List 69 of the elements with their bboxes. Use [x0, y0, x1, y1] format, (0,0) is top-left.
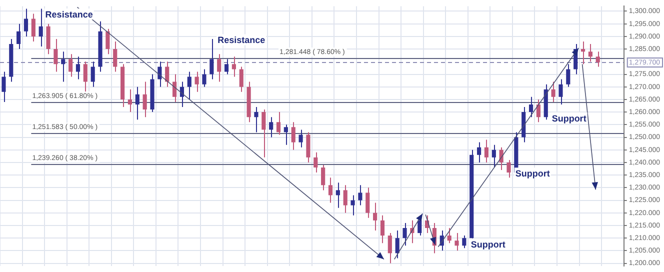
candlestick — [68, 54, 73, 78]
candlestick — [343, 184, 348, 214]
annotation: Support — [552, 113, 586, 124]
annotation: Support — [470, 239, 506, 250]
candlestick — [536, 98, 540, 123]
candlestick — [298, 129, 303, 148]
candlestick — [172, 74, 177, 102]
candlestick — [142, 81, 147, 118]
candlestick — [291, 122, 296, 150]
candlestick — [484, 139, 489, 163]
candlestick — [46, 23, 50, 55]
candlestick — [558, 78, 563, 105]
candlestick — [262, 109, 266, 158]
candlestick — [336, 182, 340, 208]
candlestick — [380, 214, 385, 244]
candlestick — [402, 222, 407, 246]
candlestick — [492, 144, 496, 168]
candlestick — [128, 88, 132, 113]
candlestick — [217, 54, 222, 82]
candlestick — [476, 142, 482, 163]
candlestick — [187, 71, 192, 100]
candlestick — [321, 164, 326, 191]
candlestick — [83, 61, 88, 92]
candlestick — [254, 106, 258, 133]
candlestick — [224, 58, 229, 75]
candlestick — [269, 116, 274, 138]
candlestick — [506, 159, 511, 178]
candlestick — [388, 232, 392, 264]
candlestick — [106, 28, 110, 55]
candlestick — [366, 187, 370, 218]
candlestick — [210, 38, 214, 80]
candlestick — [373, 202, 378, 232]
annotation: Resistance — [45, 10, 93, 20]
candlestick — [38, 8, 43, 48]
candlestick — [358, 184, 362, 206]
candlestick — [328, 177, 333, 204]
candlestick — [395, 230, 400, 259]
candlestick — [306, 132, 310, 163]
candlestick — [314, 152, 318, 174]
candlestick — [566, 64, 570, 88]
candlestick — [454, 232, 459, 252]
candlestick — [276, 112, 281, 136]
candlestick — [2, 71, 6, 102]
candlestick — [284, 124, 288, 146]
candlestick — [16, 23, 21, 50]
candlestick — [194, 71, 199, 92]
candlestick — [61, 51, 66, 82]
candlestick — [135, 86, 140, 120]
candlestick — [165, 61, 170, 88]
candlestick — [24, 8, 28, 37]
candlestick — [350, 194, 355, 216]
candlestick — [90, 61, 95, 88]
candlestick — [202, 68, 206, 88]
candlestick — [551, 81, 556, 102]
candlestick — [580, 40, 586, 65]
candlestick — [462, 235, 466, 249]
candlestick — [447, 227, 452, 244]
annotation: Support — [515, 168, 550, 179]
candlestick — [239, 66, 244, 92]
candlestick — [232, 56, 236, 78]
candlestick — [31, 13, 36, 42]
candlestick — [113, 40, 118, 72]
candlestick — [588, 44, 592, 62]
candlestick — [158, 61, 162, 88]
candlestick — [528, 96, 534, 118]
candlestick — [596, 51, 600, 68]
annotation: Resistance — [218, 35, 266, 46]
candlestick — [76, 56, 80, 80]
candlestick — [54, 38, 58, 72]
